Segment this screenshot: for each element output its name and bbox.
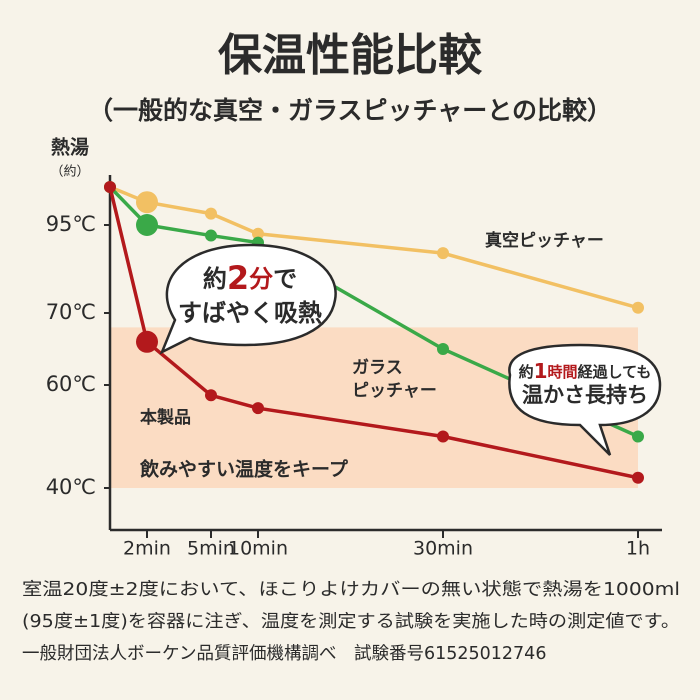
data-point <box>205 207 217 220</box>
callout-text-part: すばやく吸熱 <box>178 299 322 327</box>
callout-text: すばやく吸熱 <box>178 299 322 327</box>
series-label: 真空ピッチャー <box>485 230 604 251</box>
data-point <box>205 389 217 402</box>
y-axis-note: （約） <box>50 165 89 180</box>
x-tick-label: 30min <box>413 538 473 560</box>
y-tick-label: 60℃ <box>46 372 96 396</box>
callout-text-part: 1 <box>534 359 548 383</box>
callout-text: 約1時間経過しても <box>519 359 652 383</box>
callout-text: 温かさ長持ち <box>522 383 648 407</box>
x-tick-label: 5min <box>187 538 235 560</box>
x-tick-label: 10min <box>228 538 288 560</box>
callout-text-part: 約 <box>519 363 534 381</box>
callout-text-part: 約 <box>203 265 227 293</box>
series-label: ピッチャー <box>352 381 437 401</box>
chart-title: 保温性能比較 <box>218 30 483 81</box>
footnotes: 室温20度±2度において、ほこりよけカバーの無い状態で熱湯を1000ml (95度… <box>22 580 680 664</box>
band-label: 飲みやすい温度をキープ <box>139 458 349 481</box>
data-point <box>205 229 217 242</box>
x-tick-label: 1h <box>626 538 650 560</box>
callout-text-part: 経過しても <box>578 363 652 381</box>
data-point <box>632 301 644 314</box>
y-axis-label: 熱湯 <box>51 136 89 159</box>
y-tick-label: 40℃ <box>46 475 96 499</box>
callout-text: 約2分で <box>203 259 297 297</box>
data-point <box>252 402 264 415</box>
data-point <box>632 471 644 484</box>
footnote: (95度±1度)を容器に注ぎ、温度を測定する試験を実施した時の測定値です。 <box>22 612 680 632</box>
callout-text-part: 時間 <box>548 363 578 381</box>
data-point <box>104 181 116 193</box>
y-tick-label: 95℃ <box>46 212 96 236</box>
data-point <box>437 430 449 443</box>
callout-text-part: 温かさ長持ち <box>522 383 648 407</box>
series-line <box>108 186 639 480</box>
footnote: 一般財団法人ボーケン品質評価機構調べ 試験番号61525012746 <box>22 644 546 664</box>
data-point <box>437 247 449 260</box>
series-label: 本製品 <box>140 407 191 428</box>
callout-bubble <box>508 343 662 456</box>
callout-text-part: 2 <box>227 259 249 297</box>
chart-subtitle: （一般的な真空・ガラスピッチャーとの比較） <box>88 96 612 125</box>
y-tick-label: 70℃ <box>46 300 96 324</box>
callout-text-part: で <box>273 265 297 293</box>
data-point <box>136 191 158 214</box>
data-point <box>437 343 449 355</box>
data-point <box>632 430 644 443</box>
x-tick-label: 2min <box>123 538 171 560</box>
series-label: ガラス <box>352 358 403 378</box>
data-point <box>252 227 264 240</box>
callout-bubble <box>159 243 337 355</box>
data-point <box>136 214 158 236</box>
data-point <box>136 330 158 353</box>
callout-text-part: 分 <box>249 265 273 293</box>
footnote: 室温20度±2度において、ほこりよけカバーの無い状態で熱湯を1000ml <box>22 580 680 600</box>
